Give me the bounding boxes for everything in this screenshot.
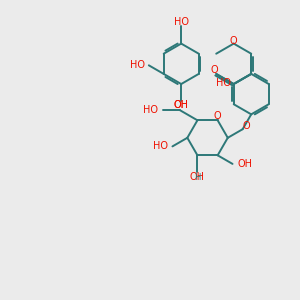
- Text: HO: HO: [216, 78, 231, 88]
- Text: OH: OH: [190, 172, 205, 182]
- Text: HO: HO: [153, 141, 168, 152]
- Text: O: O: [242, 121, 250, 131]
- Text: O: O: [214, 111, 221, 121]
- Text: O: O: [230, 36, 238, 46]
- Text: H: H: [194, 173, 201, 182]
- Text: HO: HO: [174, 17, 189, 27]
- Text: OH: OH: [174, 100, 189, 110]
- Text: HO: HO: [130, 60, 145, 70]
- Text: HO: HO: [143, 105, 158, 115]
- Text: OH: OH: [238, 159, 253, 169]
- Text: OH: OH: [174, 100, 189, 110]
- Text: O: O: [210, 65, 218, 75]
